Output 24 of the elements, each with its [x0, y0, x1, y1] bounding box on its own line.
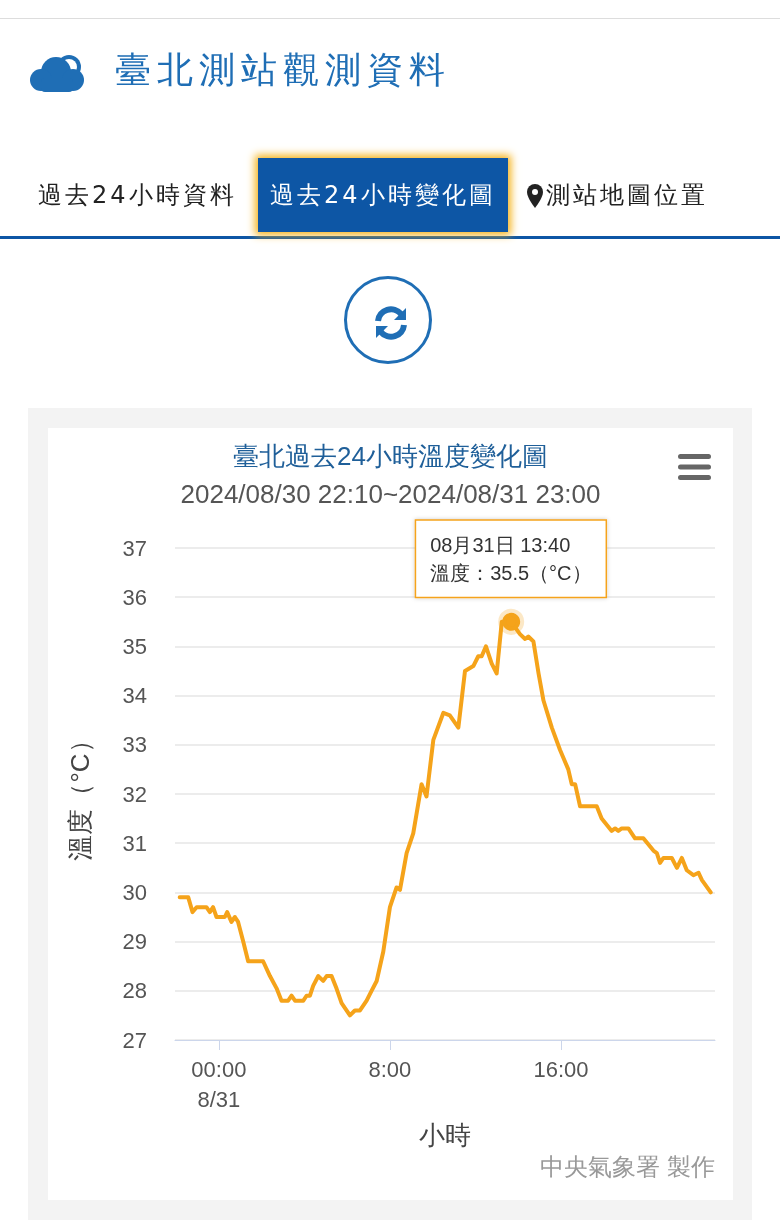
y-tick-label: 32: [122, 781, 147, 807]
y-tick-label: 30: [122, 879, 147, 905]
y-tick-label: 34: [122, 683, 147, 709]
chart-subtitle: 2024/08/30 22:10~2024/08/31 23:00: [180, 479, 601, 509]
annotation: 08月31日 13:40 溫度：35.5（°C）: [430, 533, 592, 584]
y-tick-label: 27: [122, 1027, 147, 1053]
text: 過去24小時變化圖: [258, 158, 508, 232]
chart-title: 臺北過去24小時溫度變化圖: [233, 441, 548, 471]
x-axis-title: 小時: [419, 1120, 471, 1150]
y-tick-label: 28: [122, 978, 147, 1004]
y-tick-label: 35: [122, 633, 147, 659]
text: 臺北測站觀測資料: [115, 48, 451, 92]
text: 過去24小時資料: [38, 180, 237, 211]
y-tick-label: 31: [122, 830, 147, 856]
y-tick-label: 37: [122, 535, 147, 561]
x-tick-label: 8:00: [368, 1056, 412, 1082]
y-tick-label: 33: [122, 732, 147, 758]
x-tick-label: 16:00: [533, 1056, 589, 1082]
y-axis-title: 溫度（°C）: [65, 727, 95, 861]
y-tick-label: 36: [122, 584, 147, 610]
x-tick-label: 00:00 8/31: [191, 1056, 247, 1112]
y-tick-label: 29: [122, 929, 147, 955]
text: 測站地圖位置: [546, 180, 708, 211]
text: 中央氣象署 製作: [540, 1152, 715, 1180]
